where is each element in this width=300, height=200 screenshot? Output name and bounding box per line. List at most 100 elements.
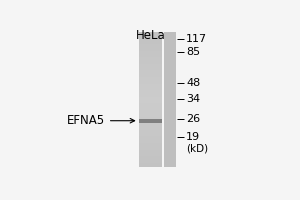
Bar bbox=[139, 157, 162, 158]
Bar bbox=[139, 128, 162, 129]
Bar bbox=[139, 120, 162, 121]
Bar bbox=[139, 129, 162, 130]
Bar bbox=[139, 109, 162, 110]
Bar bbox=[139, 119, 162, 120]
Bar bbox=[139, 154, 162, 155]
Bar bbox=[139, 80, 162, 81]
Bar bbox=[139, 116, 162, 117]
Bar bbox=[139, 127, 162, 128]
Text: 85: 85 bbox=[186, 47, 200, 57]
Bar bbox=[139, 85, 162, 86]
Bar bbox=[139, 78, 162, 79]
Bar bbox=[139, 102, 162, 103]
Bar bbox=[139, 124, 162, 125]
Bar bbox=[139, 53, 162, 54]
Bar bbox=[139, 60, 162, 61]
Bar bbox=[139, 132, 162, 133]
Bar bbox=[139, 40, 162, 41]
Bar bbox=[139, 32, 162, 33]
Bar bbox=[139, 59, 162, 60]
Bar bbox=[139, 35, 162, 36]
Bar bbox=[139, 101, 162, 102]
Bar bbox=[139, 72, 162, 73]
Bar bbox=[139, 137, 162, 138]
Bar bbox=[139, 83, 162, 84]
Bar bbox=[139, 165, 162, 166]
Bar bbox=[139, 56, 162, 57]
Bar bbox=[139, 87, 162, 88]
Bar bbox=[139, 118, 162, 119]
Bar bbox=[139, 114, 162, 115]
Bar bbox=[139, 149, 162, 150]
Bar bbox=[139, 58, 162, 59]
Bar bbox=[139, 108, 162, 109]
Bar bbox=[139, 141, 162, 142]
Bar bbox=[139, 113, 162, 114]
Text: 117: 117 bbox=[186, 34, 207, 44]
Bar bbox=[139, 51, 162, 52]
Bar bbox=[139, 130, 162, 131]
Bar bbox=[139, 110, 162, 111]
Bar bbox=[139, 79, 162, 80]
Bar bbox=[139, 106, 162, 107]
Bar bbox=[139, 105, 162, 106]
Bar bbox=[139, 136, 162, 137]
Bar bbox=[139, 99, 162, 100]
Text: HeLa: HeLa bbox=[135, 29, 165, 42]
Bar bbox=[139, 125, 162, 126]
Bar bbox=[139, 119, 162, 123]
Bar bbox=[139, 64, 162, 65]
Bar bbox=[139, 147, 162, 148]
Bar bbox=[139, 50, 162, 51]
Bar bbox=[139, 49, 162, 50]
Bar bbox=[139, 65, 162, 66]
Bar bbox=[139, 160, 162, 161]
Bar bbox=[139, 66, 162, 67]
Bar bbox=[139, 62, 162, 63]
Bar bbox=[139, 111, 162, 112]
Bar bbox=[139, 123, 162, 124]
Bar bbox=[139, 69, 162, 70]
Bar bbox=[139, 67, 162, 68]
Bar bbox=[139, 112, 162, 113]
Bar bbox=[139, 86, 162, 87]
Bar bbox=[139, 155, 162, 156]
Bar bbox=[139, 77, 162, 78]
Bar bbox=[139, 88, 162, 89]
Bar bbox=[139, 41, 162, 42]
Bar bbox=[139, 92, 162, 93]
Bar bbox=[139, 82, 162, 83]
Bar bbox=[139, 75, 162, 76]
Bar bbox=[139, 54, 162, 55]
Bar bbox=[139, 52, 162, 53]
Bar bbox=[139, 122, 162, 123]
Bar bbox=[139, 73, 162, 74]
Bar bbox=[139, 48, 162, 49]
Bar bbox=[139, 156, 162, 157]
Bar bbox=[139, 163, 162, 164]
Text: (kD): (kD) bbox=[186, 144, 208, 154]
Bar bbox=[139, 145, 162, 146]
Bar bbox=[139, 98, 162, 99]
Bar bbox=[139, 70, 162, 71]
Bar bbox=[139, 97, 162, 98]
Bar bbox=[139, 135, 162, 136]
Bar bbox=[139, 146, 162, 147]
Bar bbox=[139, 166, 162, 167]
Bar bbox=[139, 148, 162, 149]
Bar bbox=[139, 140, 162, 141]
Bar bbox=[139, 46, 162, 47]
Bar bbox=[139, 34, 162, 35]
Bar bbox=[139, 90, 162, 91]
Bar bbox=[139, 151, 162, 152]
Bar bbox=[139, 104, 162, 105]
Bar bbox=[139, 33, 162, 34]
Bar bbox=[139, 159, 162, 160]
Bar bbox=[139, 71, 162, 72]
Bar bbox=[139, 107, 162, 108]
Bar bbox=[139, 76, 162, 77]
Text: 26: 26 bbox=[186, 114, 200, 124]
Bar bbox=[139, 81, 162, 82]
Bar bbox=[139, 103, 162, 104]
Bar bbox=[139, 164, 162, 165]
